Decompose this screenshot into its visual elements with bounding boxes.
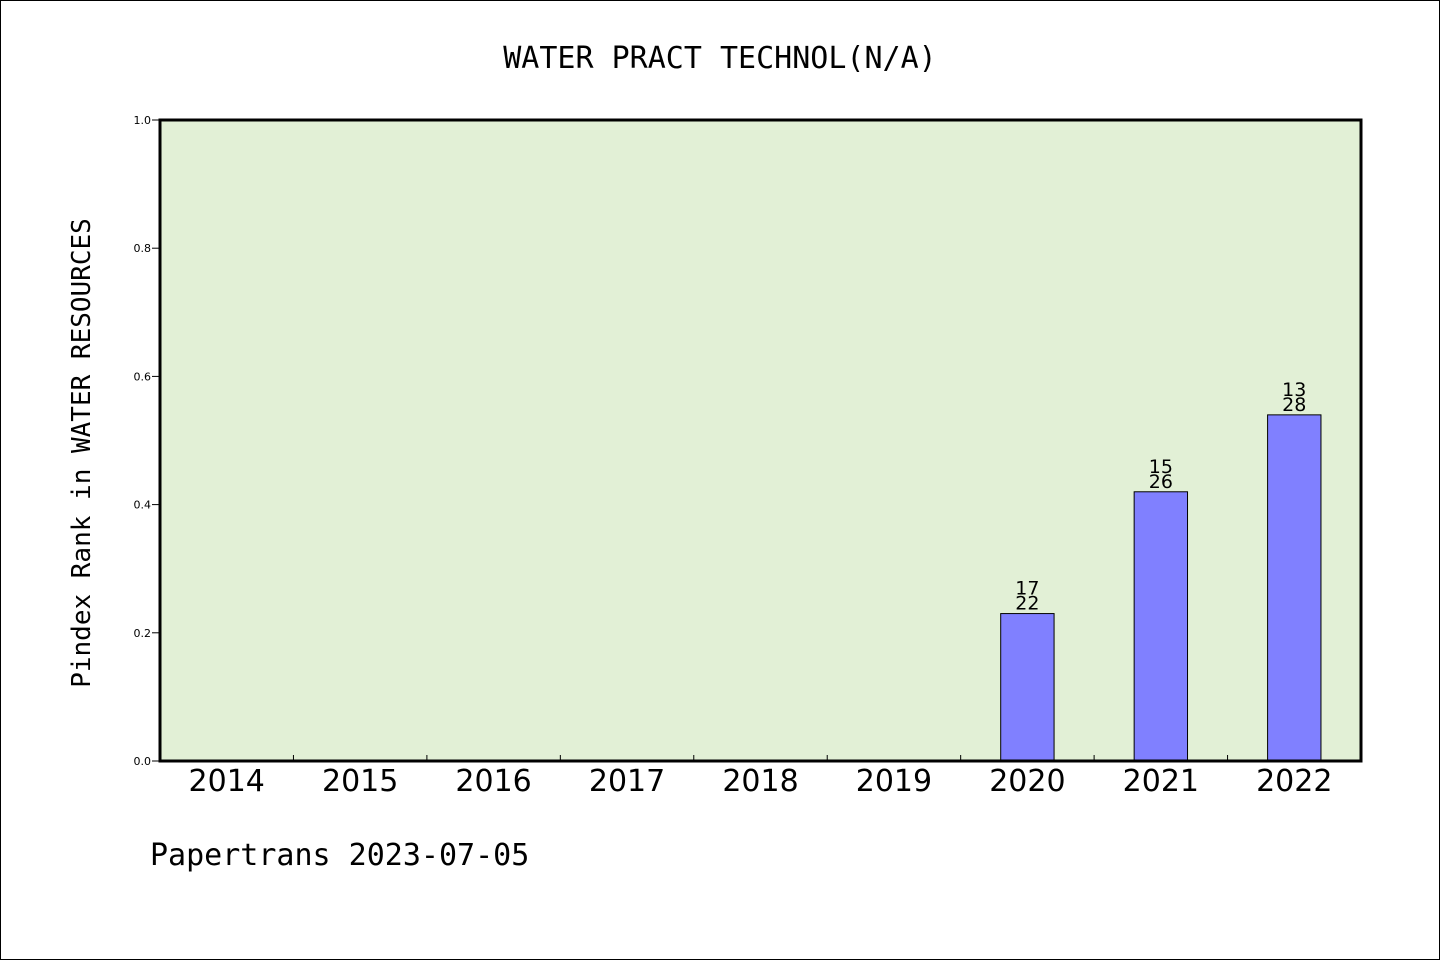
x-tick-label-2015: 2015	[322, 764, 398, 799]
chart-title: WATER PRACT TECHNOL(N/A)	[503, 41, 936, 76]
x-tick-label-2021: 2021	[1123, 764, 1199, 799]
x-tick-label-2019: 2019	[856, 764, 932, 799]
y-tick-label-0.0: 0.0	[134, 755, 152, 768]
x-tick-label-2020: 2020	[989, 764, 1065, 799]
y-axis-ticks: 0.0 0.2 0.4 0.6 0.8 1.0	[134, 114, 160, 768]
x-tick-label-2016: 2016	[455, 764, 531, 799]
x-axis-ticks: 2014 2015 2016 2017 2018 2019 2020 2021 2022	[189, 755, 1332, 799]
y-tick-label-0.4: 0.4	[134, 499, 152, 512]
bars-layer	[1000, 414, 1322, 762]
y-tick-label-0.8: 0.8	[134, 242, 152, 255]
y-tick-label-1.0: 1.0	[134, 114, 152, 127]
x-tick-label-2018: 2018	[722, 764, 798, 799]
bar-label-top-2021: 15	[1149, 456, 1173, 478]
x-tick-label-2017: 2017	[589, 764, 665, 799]
bar-label-top-2022: 13	[1282, 379, 1306, 401]
bar-label-bottom-2020: 22	[1015, 593, 1039, 615]
bar-label-bottom-2022: 28	[1282, 394, 1306, 416]
y-axis-label: Pindex Rank in WATER RESOURCES	[67, 218, 97, 688]
bar-2021	[1133, 491, 1189, 762]
y-tick-label-0.6: 0.6	[134, 370, 152, 383]
bar-2020	[1000, 613, 1055, 762]
bar-2022	[1267, 414, 1322, 762]
x-tick-label-2014: 2014	[189, 764, 265, 799]
y-tick-label-0.2: 0.2	[134, 627, 152, 640]
bar-label-bottom-2021: 26	[1149, 471, 1173, 493]
plot-border	[158, 118, 1363, 763]
x-tick-label-2022: 2022	[1256, 764, 1332, 799]
footer-credit: Papertrans 2023-07-05	[150, 838, 529, 873]
bar-label-top-2020: 17	[1015, 578, 1039, 600]
